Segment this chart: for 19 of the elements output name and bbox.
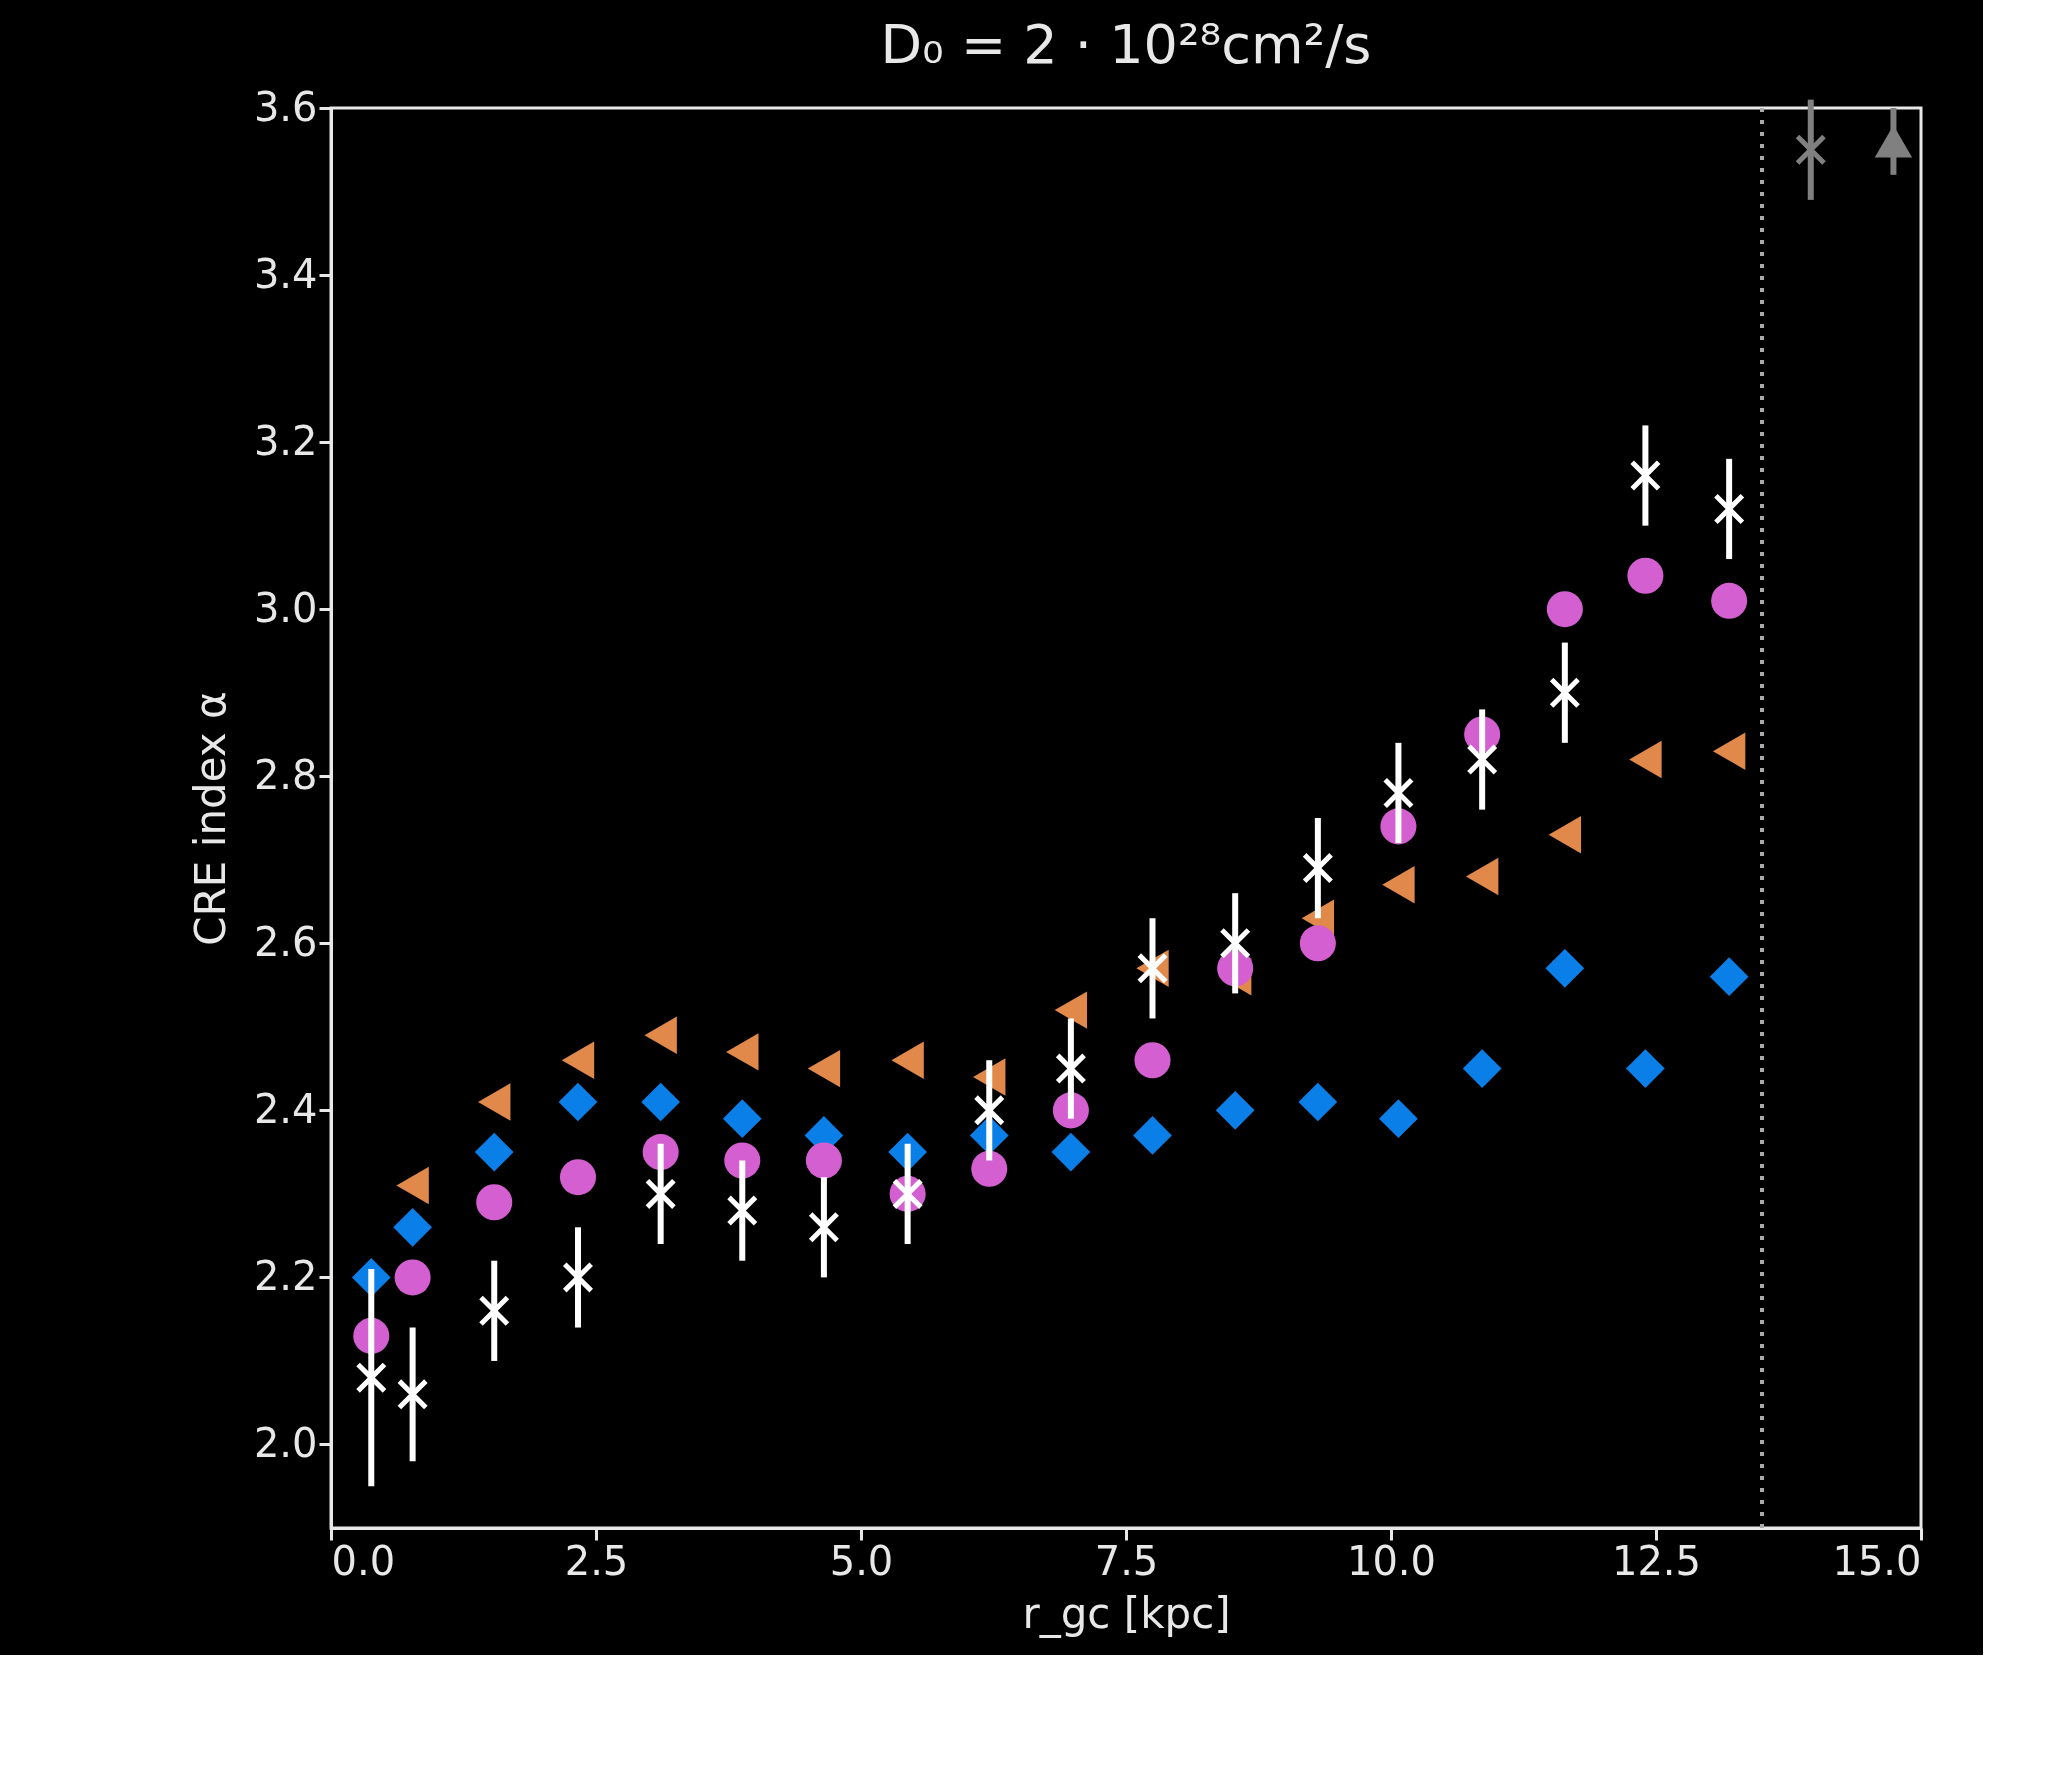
chart-title: D₀ = 2 · 10²⁸cm²/s — [880, 13, 1372, 76]
x-tick-label: 10.0 — [1346, 1537, 1437, 1584]
x-axis-title: r_gc [kpc] — [1022, 1588, 1231, 1638]
x-tick-label: 12.5 — [1611, 1537, 1702, 1584]
x-tick-label: 15.0 — [1832, 1537, 1922, 1584]
y-tick-label: 2.0 — [253, 1419, 318, 1466]
y-axis-title: CRE index α — [185, 691, 235, 946]
y-tick-label: 3.2 — [253, 417, 318, 464]
x-tick-label: 0.0 — [331, 1537, 396, 1584]
y-tick-label: 2.6 — [253, 918, 318, 965]
x-tick-label: 7.5 — [1094, 1537, 1159, 1584]
y-tick-label: 3.4 — [253, 250, 318, 297]
y-tick-label: 2.2 — [253, 1252, 318, 1299]
y-tick-label: 2.4 — [253, 1085, 318, 1132]
x-tick-label: 2.5 — [564, 1537, 629, 1584]
x-tick-label: 5.0 — [829, 1537, 894, 1584]
y-tick-label: 3.0 — [253, 584, 318, 631]
y-tick-label: 2.8 — [253, 751, 318, 798]
y-tick-label: 3.6 — [253, 83, 318, 130]
